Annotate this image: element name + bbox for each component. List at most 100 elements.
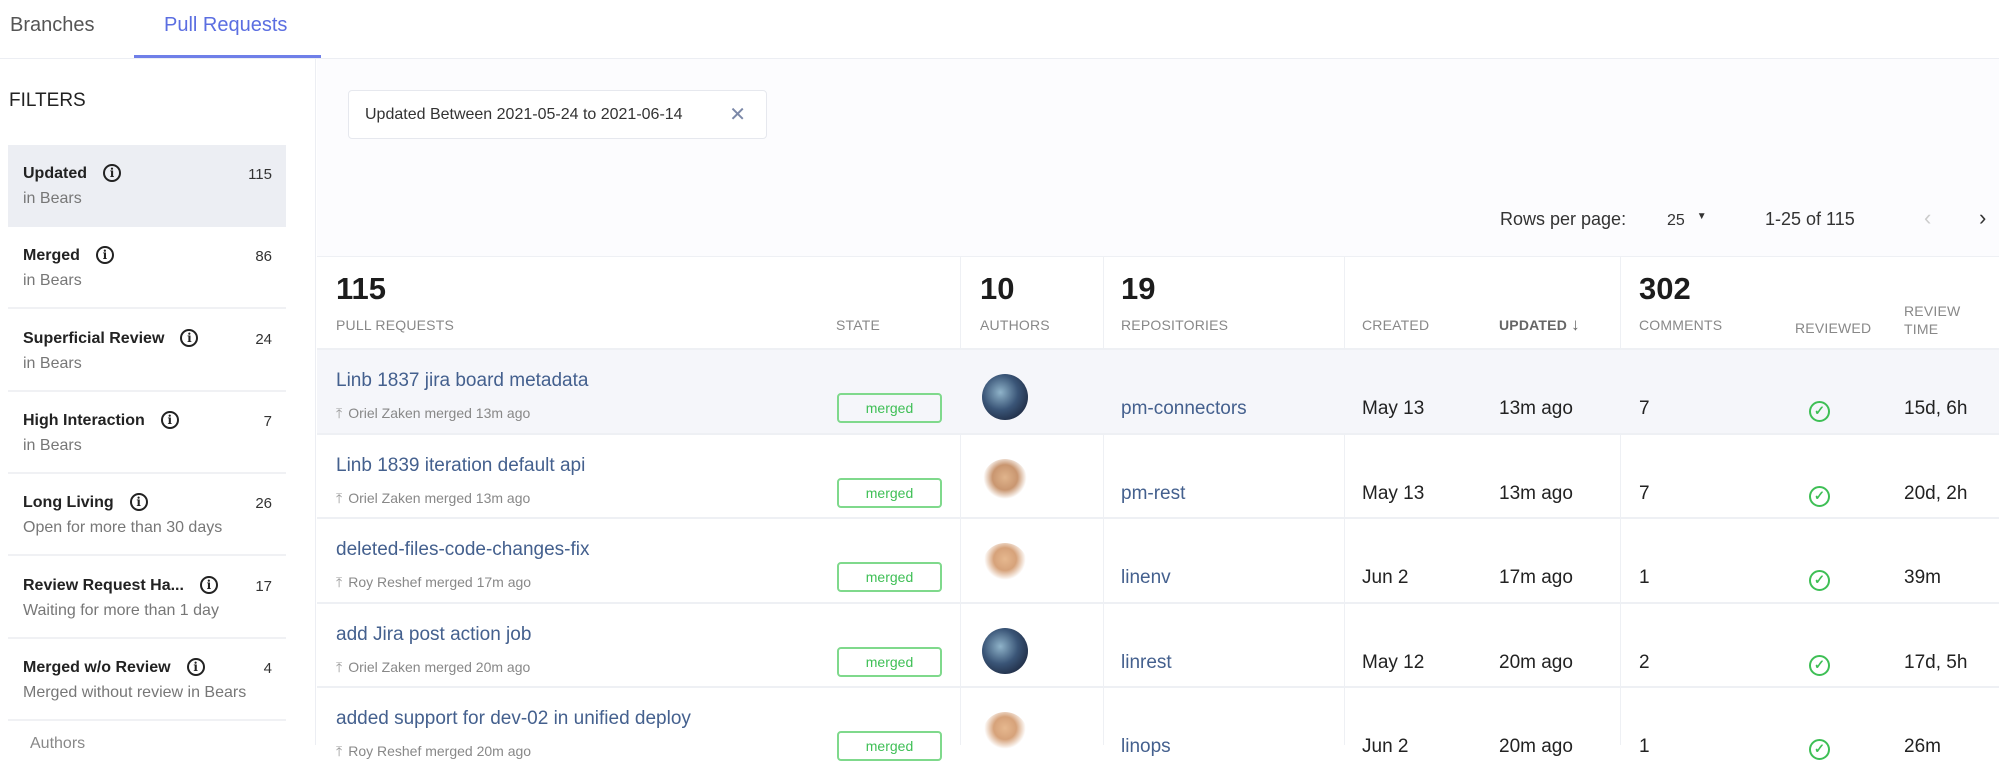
table-row[interactable]: deleted-files-code-changes-fix ⤒ Roy Resh… <box>317 517 1999 602</box>
total-repositories: 19 <box>1121 271 1156 306</box>
merge-icon: ⤒ <box>336 743 343 759</box>
reviewed-check-icon: ✓ <box>1809 401 1830 422</box>
reviewed-check-icon: ✓ <box>1809 654 1830 676</box>
comments-count: 7 <box>1639 398 1650 419</box>
next-page-button[interactable]: › <box>1979 205 1987 230</box>
filter-item[interactable]: Long Living i 26 Open for more than 30 da… <box>8 474 286 557</box>
active-tab-indicator <box>134 55 321 58</box>
caret-down-icon: ▼ <box>1696 211 1707 222</box>
header-reviewed[interactable]: REVIEWED <box>1795 320 1872 336</box>
header-created[interactable]: CREATED <box>1362 317 1430 333</box>
filter-count: 17 <box>255 577 272 595</box>
filter-description: Open for more than 30 days <box>23 519 223 537</box>
created-date: May 13 <box>1362 482 1425 504</box>
review-time: 39m <box>1904 567 1941 588</box>
filter-item[interactable]: Superficial Review i 24 in Bears <box>8 310 286 392</box>
reviewed-check-icon: ✓ <box>1809 739 1830 760</box>
filter-chip-label: Updated Between 2021-05-24 to 2021-06-14 <box>365 106 683 123</box>
avatar[interactable] <box>982 458 1028 505</box>
filters-title: FILTERS <box>9 90 86 111</box>
info-icon[interactable]: i <box>103 164 121 182</box>
pr-title-link[interactable]: deleted-files-code-changes-fix <box>336 539 590 560</box>
table-row[interactable]: add Jira post action job ⤒ Oriel Zaken me… <box>317 601 1999 687</box>
pull-requests-table: 115 PULL REQUESTS STATE 10 AUTHORS 19 RE… <box>317 256 1999 761</box>
info-icon[interactable]: i <box>160 410 179 429</box>
avatar[interactable] <box>982 627 1028 674</box>
updated-time: 13m ago <box>1499 482 1573 504</box>
filter-item[interactable]: Updated i 115 in Bears <box>8 145 286 227</box>
state-badge: merged <box>837 562 942 592</box>
review-time: 26m <box>1904 736 1941 757</box>
reviewed-check-icon: ✓ <box>1809 570 1830 591</box>
pr-merge-info: ⤒ Oriel Zaken merged 13m ago <box>336 405 531 421</box>
state-badge: merged <box>837 646 942 677</box>
filter-count: 26 <box>255 495 272 513</box>
avatar[interactable] <box>982 712 1028 758</box>
info-icon[interactable]: i <box>186 657 205 676</box>
filter-chip[interactable]: Updated Between 2021-05-24 to 2021-06-14… <box>348 90 767 139</box>
info-icon[interactable]: i <box>199 575 218 594</box>
authors-section-label[interactable]: Authors <box>30 735 86 752</box>
table-row[interactable]: Linb 1837 jira board metadata ⤒ Oriel Zak… <box>317 348 1999 433</box>
filter-description: in Bears <box>23 436 82 454</box>
comments-count: 1 <box>1639 736 1650 757</box>
table-row[interactable]: Linb 1839 iteration default api ⤒ Oriel Z… <box>317 432 1999 518</box>
created-date: May 13 <box>1362 398 1425 419</box>
filter-item[interactable]: Merged i 86 in Bears <box>8 227 286 310</box>
filter-item[interactable]: High Interaction i 7 in Bears <box>8 392 286 474</box>
header-updated-label: UPDATED <box>1499 317 1568 333</box>
avatar[interactable] <box>982 374 1028 420</box>
header-pull-requests[interactable]: PULL REQUESTS <box>336 317 455 333</box>
main-content: Updated Between 2021-05-24 to 2021-06-14… <box>317 59 1999 761</box>
header-authors[interactable]: AUTHORS <box>980 317 1050 333</box>
filter-name: Merged i <box>23 246 114 265</box>
comments-count: 2 <box>1639 651 1650 673</box>
prev-page-button[interactable]: ‹ <box>1924 205 1932 230</box>
header-review-time[interactable]: REVIEW TIME <box>1904 303 1961 337</box>
header-repositories[interactable]: REPOSITORIES <box>1121 317 1229 333</box>
rows-per-page-value: 25 <box>1667 212 1685 229</box>
filter-name: Review Request Ha... i <box>23 575 218 595</box>
filter-item[interactable]: Merged w/o Review i 4 Merged without revi… <box>8 639 286 721</box>
header-state[interactable]: STATE <box>836 317 881 333</box>
pr-merge-info: ⤒ Roy Reshef merged 17m ago <box>336 574 532 590</box>
tab-branches[interactable]: Branches <box>10 14 95 36</box>
tab-pull-requests[interactable]: Pull Requests <box>164 14 288 36</box>
comments-count: 1 <box>1639 567 1650 588</box>
info-icon[interactable]: i <box>180 328 199 347</box>
repository-link[interactable]: pm-connectors <box>1121 398 1247 419</box>
pr-title-link[interactable]: Linb 1839 iteration default api <box>336 454 586 476</box>
review-time: 17d, 5h <box>1904 651 1968 673</box>
state-badge: merged <box>837 731 942 761</box>
pr-title-link[interactable]: added support for dev-02 in unified depl… <box>336 708 691 729</box>
repository-link[interactable]: linrest <box>1121 651 1172 673</box>
filter-description: Merged without review in Bears <box>23 683 247 701</box>
comments-count: 7 <box>1639 482 1650 504</box>
pr-title-link[interactable]: add Jira post action job <box>336 623 532 645</box>
table-row[interactable]: added support for dev-02 in unified depl… <box>317 686 1999 771</box>
filter-item[interactable]: Review Request Ha... i 17 Waiting for mor… <box>8 557 286 639</box>
info-icon[interactable]: i <box>95 246 114 265</box>
pr-merge-info: ⤒ Oriel Zaken merged 20m ago <box>336 658 531 675</box>
header-comments[interactable]: COMMENTS <box>1639 317 1723 333</box>
reviewed-check-icon: ✓ <box>1809 485 1830 507</box>
avatar[interactable] <box>982 543 1028 589</box>
updated-time: 13m ago <box>1499 398 1573 419</box>
rows-per-page-select[interactable]: 25 ▼ <box>1667 211 1707 230</box>
repository-link[interactable]: pm-rest <box>1121 482 1186 504</box>
repository-link[interactable]: linenv <box>1121 567 1171 588</box>
page-range: 1-25 of 115 <box>1765 209 1855 229</box>
pr-title-link[interactable]: Linb 1837 jira board metadata <box>336 370 589 391</box>
total-pull-requests: 115 <box>336 271 387 306</box>
updated-time: 17m ago <box>1499 567 1573 588</box>
repository-link[interactable]: linops <box>1121 736 1171 757</box>
filters-sidebar: FILTERS Updated i 115 in Bears Merged i 86 … <box>0 59 316 745</box>
header-updated[interactable]: UPDATED ↓ <box>1499 315 1580 335</box>
filter-description: in Bears <box>23 354 82 372</box>
close-icon[interactable]: ✕ <box>729 104 746 126</box>
filter-description: in Bears <box>23 272 82 290</box>
filter-description: Waiting for more than 1 day <box>23 601 219 619</box>
created-date: Jun 2 <box>1362 736 1409 757</box>
info-icon[interactable]: i <box>129 493 148 512</box>
filter-name: High Interaction i <box>23 410 179 430</box>
